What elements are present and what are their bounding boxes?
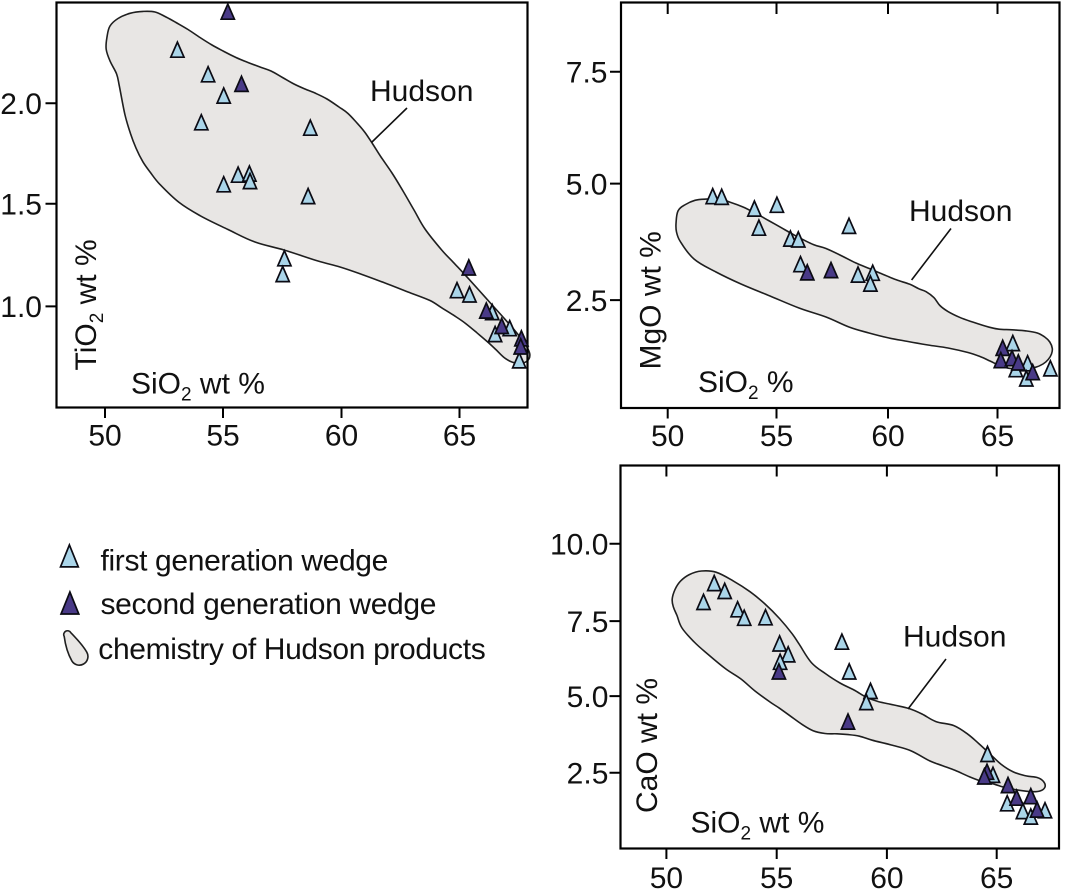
- svg-text:second generation wedge: second generation wedge: [101, 588, 437, 621]
- svg-text:MgO wt %: MgO wt %: [635, 231, 668, 369]
- svg-text:65: 65: [443, 420, 476, 453]
- svg-text:TiO2 wt %: TiO2 wt %: [70, 239, 108, 370]
- svg-text:SiO2 wt %: SiO2 wt %: [131, 368, 265, 406]
- svg-text:10.0: 10.0: [550, 529, 608, 562]
- svg-text:1.5: 1.5: [0, 189, 42, 222]
- svg-text:50: 50: [88, 420, 121, 453]
- svg-text:Hudson: Hudson: [370, 75, 473, 108]
- svg-text:chemistry of Hudson products: chemistry of Hudson products: [98, 633, 485, 666]
- svg-text:2.5: 2.5: [566, 285, 608, 318]
- svg-text:7.5: 7.5: [566, 57, 608, 90]
- svg-text:CaO wt %: CaO wt %: [631, 678, 664, 813]
- svg-text:65: 65: [980, 862, 1013, 889]
- svg-text:2.0: 2.0: [0, 88, 42, 121]
- svg-text:5.0: 5.0: [567, 681, 609, 714]
- svg-text:SiO2 wt %: SiO2 wt %: [691, 807, 825, 845]
- svg-text:Hudson: Hudson: [903, 621, 1006, 654]
- svg-text:first generation wedge: first generation wedge: [101, 544, 388, 577]
- svg-text:55: 55: [760, 420, 793, 453]
- svg-text:55: 55: [760, 862, 793, 889]
- svg-text:55: 55: [206, 420, 239, 453]
- svg-text:7.5: 7.5: [567, 606, 609, 639]
- svg-text:50: 50: [650, 862, 683, 889]
- svg-text:5.0: 5.0: [566, 168, 608, 201]
- svg-text:1.0: 1.0: [0, 291, 42, 324]
- svg-text:60: 60: [871, 420, 904, 453]
- svg-text:60: 60: [870, 862, 903, 889]
- svg-text:2.5: 2.5: [567, 758, 609, 791]
- svg-text:50: 50: [651, 420, 684, 453]
- svg-text:65: 65: [981, 420, 1014, 453]
- svg-text:SiO2 %: SiO2 %: [698, 366, 794, 404]
- svg-text:Hudson: Hudson: [909, 195, 1012, 228]
- svg-text:60: 60: [325, 420, 358, 453]
